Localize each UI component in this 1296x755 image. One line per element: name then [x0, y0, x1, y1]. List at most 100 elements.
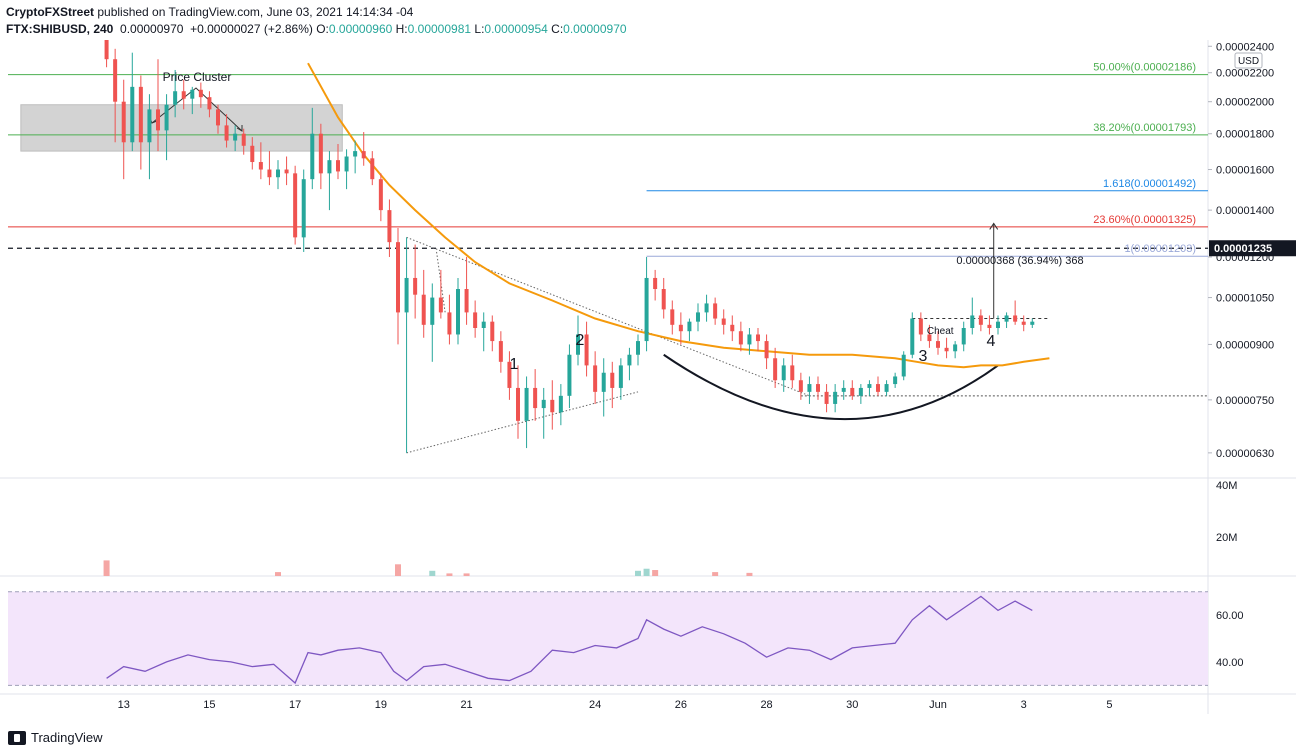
candle-body [284, 169, 289, 174]
candle-body [567, 354, 572, 396]
candle-body [216, 109, 220, 126]
wave-label-1: 1 [510, 356, 519, 373]
time-tick-label: 26 [675, 699, 687, 711]
volume-bars [103, 560, 753, 576]
candle-body [104, 40, 109, 60]
candle-body [910, 318, 915, 355]
price-tick-label: 0.00002200 [1216, 68, 1274, 80]
candle-body [327, 160, 332, 174]
candle-body [918, 318, 923, 335]
price-cluster-zone [20, 104, 343, 152]
candle-body [1021, 321, 1026, 325]
volume-bar [746, 572, 753, 576]
triangle-upper-line [406, 236, 810, 397]
candle-body [953, 344, 958, 352]
candle-body [430, 297, 435, 325]
candle-body [378, 179, 383, 211]
wave-label-3: 3 [919, 348, 928, 365]
triangle-lower-line [406, 391, 639, 454]
cheat-label: Cheat [927, 326, 954, 337]
candle-body [318, 133, 323, 174]
candle-body [893, 376, 898, 385]
rsi-line [106, 595, 1033, 685]
candle-body [636, 341, 640, 355]
candle-body [387, 210, 392, 243]
candles [104, 40, 1035, 453]
candle-body [901, 354, 906, 377]
candle-body [190, 89, 195, 99]
volume-tick-label: 40M [1216, 480, 1237, 492]
time-tick-label: 13 [118, 699, 130, 711]
volume-bar [395, 564, 401, 576]
candle-body [404, 277, 409, 313]
ohlc-line: FTX:SHIBUSD, 240 0.00000970 +0.00000027 … [6, 22, 627, 36]
candle-body [181, 91, 186, 99]
tradingview-logo-icon[interactable] [8, 730, 26, 745]
candle-body [653, 277, 658, 290]
price-tick-label: 0.00000630 [1216, 448, 1274, 460]
publisher-line: CryptoFXStreet published on TradingView.… [6, 5, 413, 19]
price-tick-label: 0.00002400 [1216, 41, 1274, 53]
candle-body [276, 169, 280, 178]
candle-body [661, 289, 666, 310]
level-label: 50.00%(0.00002186) [1093, 62, 1196, 74]
candle-body [464, 289, 469, 313]
candle-body [987, 324, 992, 328]
candle-body [241, 133, 246, 146]
time-tick-label: 3 [1021, 699, 1027, 711]
volume-bar [446, 573, 453, 576]
level-label: 23.60%(0.00001325) [1093, 214, 1196, 226]
footer: TradingView [8, 730, 103, 745]
level-label: 1.618(0.00001492) [1103, 178, 1196, 190]
high-label: H: [395, 22, 408, 36]
candle-body [678, 324, 683, 332]
candle-body [970, 315, 975, 328]
price-tick-label: 0.00000750 [1216, 395, 1274, 407]
annotation-labels: 50.00%(0.00002186) 38.20%(0.00001793) 1.61… [163, 62, 1196, 373]
candle-body [884, 384, 889, 392]
low-value: 0.00000954 [484, 22, 548, 36]
published-text: published on TradingView.com, June 03, 2… [94, 5, 414, 19]
candle-body [670, 309, 675, 325]
candle-body [267, 169, 272, 178]
volume-bar [463, 573, 470, 576]
price-tick-label: 0.00000900 [1216, 339, 1274, 351]
time-tick-label: 28 [760, 699, 772, 711]
open-label: O: [316, 22, 329, 36]
candle-body [473, 312, 478, 328]
volume-bar [429, 570, 436, 576]
candle-body [798, 380, 803, 392]
price-cluster-arrowhead-right [236, 125, 243, 132]
candle-body [1004, 315, 1009, 322]
close-label: C: [551, 22, 564, 36]
candle-body [1030, 321, 1035, 325]
candle-body [198, 89, 203, 98]
currency-label: USD [1238, 56, 1259, 67]
candle-body [233, 133, 238, 141]
candle-body [756, 334, 760, 342]
candle-body [644, 277, 649, 342]
price-tick-label: 0.00002000 [1216, 97, 1274, 109]
candle-body [541, 399, 546, 409]
footer-brand: TradingView [31, 730, 103, 745]
price-change: +0.00000027 (+2.86%) [190, 22, 313, 36]
current-price-label: 0.00001235 [1214, 243, 1272, 255]
current-price-badge [1209, 240, 1296, 257]
candle-body [447, 312, 452, 335]
candle-body [593, 365, 598, 392]
candle-body [721, 318, 726, 325]
candle-body [421, 294, 426, 325]
rsi-tick-label: 40.00 [1216, 657, 1244, 669]
publisher-name[interactable]: CryptoFXStreet [6, 5, 95, 19]
candle-body [558, 395, 563, 413]
symbol-label[interactable]: FTX:SHIBUSD, 240 [6, 22, 114, 36]
ema-layer [307, 62, 1050, 369]
candle-body [396, 242, 400, 313]
axes: 0.00002400 0.00002200 0.00002000 0.00001800… [118, 41, 1296, 711]
candle-body [361, 151, 366, 159]
candle-body [738, 331, 743, 345]
candle-body [413, 277, 418, 295]
price-tick-label: 0.00001400 [1216, 205, 1274, 217]
candle-body [438, 297, 443, 313]
